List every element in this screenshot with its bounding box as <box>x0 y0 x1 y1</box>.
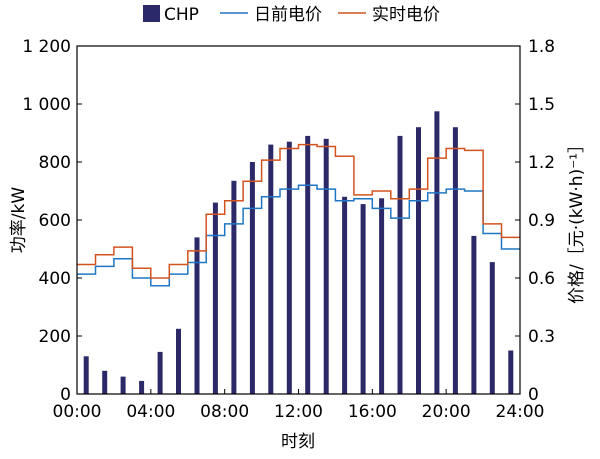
chp-bar <box>268 144 274 394</box>
chp-bar <box>176 328 181 395</box>
left-tick-label: 800 <box>39 153 71 173</box>
x-tick-label: 00:00 <box>53 402 102 422</box>
chp-bar <box>120 376 126 394</box>
x-tick-label: 04:00 <box>126 402 175 422</box>
left-tick-label: 200 <box>39 327 71 347</box>
chp-bar <box>397 135 403 394</box>
legend-label-chp: CHP <box>164 5 199 25</box>
chp-bar <box>83 356 89 394</box>
chp-bar <box>471 235 477 394</box>
chp-bar <box>360 204 366 394</box>
chp-bar <box>416 127 421 394</box>
x-axis-title: 时刻 <box>281 432 315 452</box>
right-tick-label: 1.5 <box>528 95 555 115</box>
left-tick-label: 400 <box>39 269 71 289</box>
day-ahead-price-line <box>77 184 520 287</box>
left-tick-label: 1 000 <box>22 95 71 115</box>
x-tick-label: 20:00 <box>422 402 471 422</box>
chp-bar <box>323 138 329 394</box>
legend-label-day-ahead: 日前电价 <box>254 5 322 25</box>
right-tick-label: 0.9 <box>528 211 555 231</box>
right-tick-label: 0.3 <box>528 327 555 347</box>
x-tick-label: 16:00 <box>348 402 397 422</box>
left-tick-label: 1 200 <box>22 37 71 57</box>
legend-swatch-chp <box>143 5 160 22</box>
chp-bar <box>452 127 458 394</box>
legend: CHP 日前电价 实时电价 <box>143 5 440 25</box>
chp-bar <box>342 196 348 394</box>
left-tick-label: 600 <box>39 211 71 231</box>
chp-bar <box>489 262 495 394</box>
chp-bar <box>379 198 385 395</box>
legend-label-real-time: 实时电价 <box>372 5 440 25</box>
x-tick-label: 08:00 <box>200 402 249 422</box>
chp-bar <box>212 202 218 394</box>
right-tick-label: 1.2 <box>528 153 555 173</box>
chp-bar <box>305 135 311 394</box>
right-axis-title: 价格/［元·(kW·h)⁻¹］ <box>567 136 587 304</box>
chp-bar <box>157 351 163 394</box>
chp-bar <box>286 141 292 394</box>
left-tick-label: 0 <box>60 385 71 405</box>
left-axis-ticks: 0 200 400 600 800 1 000 1 200 <box>22 37 82 405</box>
right-tick-label: 1.8 <box>528 37 555 57</box>
chp-bar <box>139 380 145 394</box>
left-axis-title: 功率/kW <box>9 187 29 254</box>
x-axis-ticks: 00:00 04:00 08:00 12:00 16:00 20:00 24:00 <box>53 389 545 422</box>
chp-bar <box>231 180 237 394</box>
chp-bar <box>102 370 108 394</box>
x-tick-label: 12:00 <box>274 402 323 422</box>
chp-bar <box>194 237 200 394</box>
right-tick-label: 0.6 <box>528 269 555 289</box>
chp-bar <box>508 350 514 394</box>
x-tick-label: 24:00 <box>496 402 545 422</box>
right-axis-ticks: 0 0.3 0.6 0.9 1.2 1.5 1.8 <box>515 37 555 405</box>
chp-bar <box>249 162 255 394</box>
chp-bars <box>83 111 514 395</box>
chp-bar <box>434 111 440 395</box>
right-tick-label: 0 <box>528 385 539 405</box>
real-time-price-line <box>77 143 520 279</box>
